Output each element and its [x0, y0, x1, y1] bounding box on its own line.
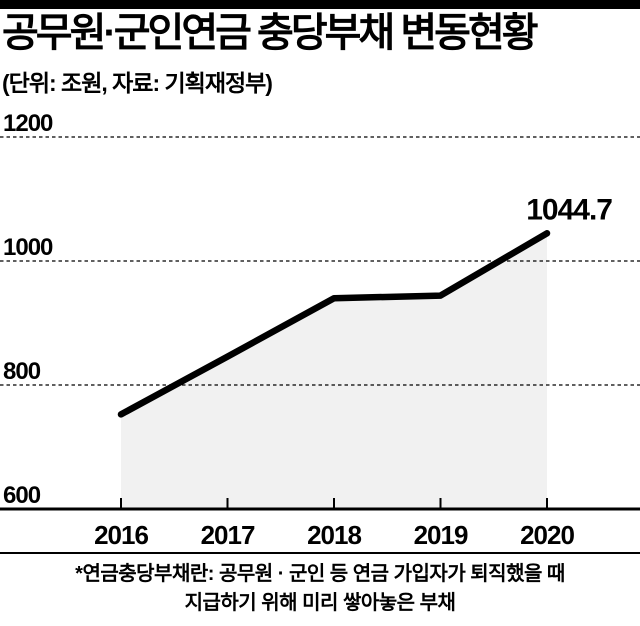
- chart-area: 600 800 1000 1200 2016 2017 2018 2019 2020 1044.7: [0, 106, 640, 552]
- x-axis-label-2016: 2016: [94, 520, 148, 550]
- x-axis-label-2020: 2020: [520, 520, 574, 550]
- y-axis-label-1200: 1200: [3, 110, 53, 137]
- y-axis-label-600: 600: [3, 482, 41, 509]
- chart-title: 공무원·군인연금 충당부채 변동현황: [2, 11, 539, 55]
- top-rule: [0, 0, 640, 9]
- x-axis-label-2019: 2019: [414, 520, 468, 550]
- footnote: *연금충당부채란: 공무원 · 군인 등 연금 가입자가 퇴직했을 때 지급하기…: [0, 560, 640, 618]
- footnote-line-1: *연금충당부채란: 공무원 · 군인 등 연금 가입자가 퇴직했을 때: [75, 563, 565, 585]
- footnote-line-2: 지급하기 위해 미리 쌓아놓은 부채: [184, 592, 456, 614]
- unit-source-note: (단위: 조원, 자료: 기획재정부): [2, 70, 273, 96]
- pension-liability-chart: 600 800 1000 1200 2016 2017 2018 2019 2020 1044.7: [0, 110, 640, 550]
- x-axis-label-2017: 2017: [201, 520, 255, 550]
- end-value-label: 1044.7: [526, 193, 612, 226]
- footnote-divider: [0, 552, 640, 554]
- liability-trend-line: [117, 230, 551, 418]
- y-axis-label-800: 800: [3, 358, 41, 385]
- y-axis-label-1000: 1000: [3, 234, 53, 261]
- x-axis-label-2018: 2018: [307, 520, 361, 550]
- area-fill: [121, 233, 547, 509]
